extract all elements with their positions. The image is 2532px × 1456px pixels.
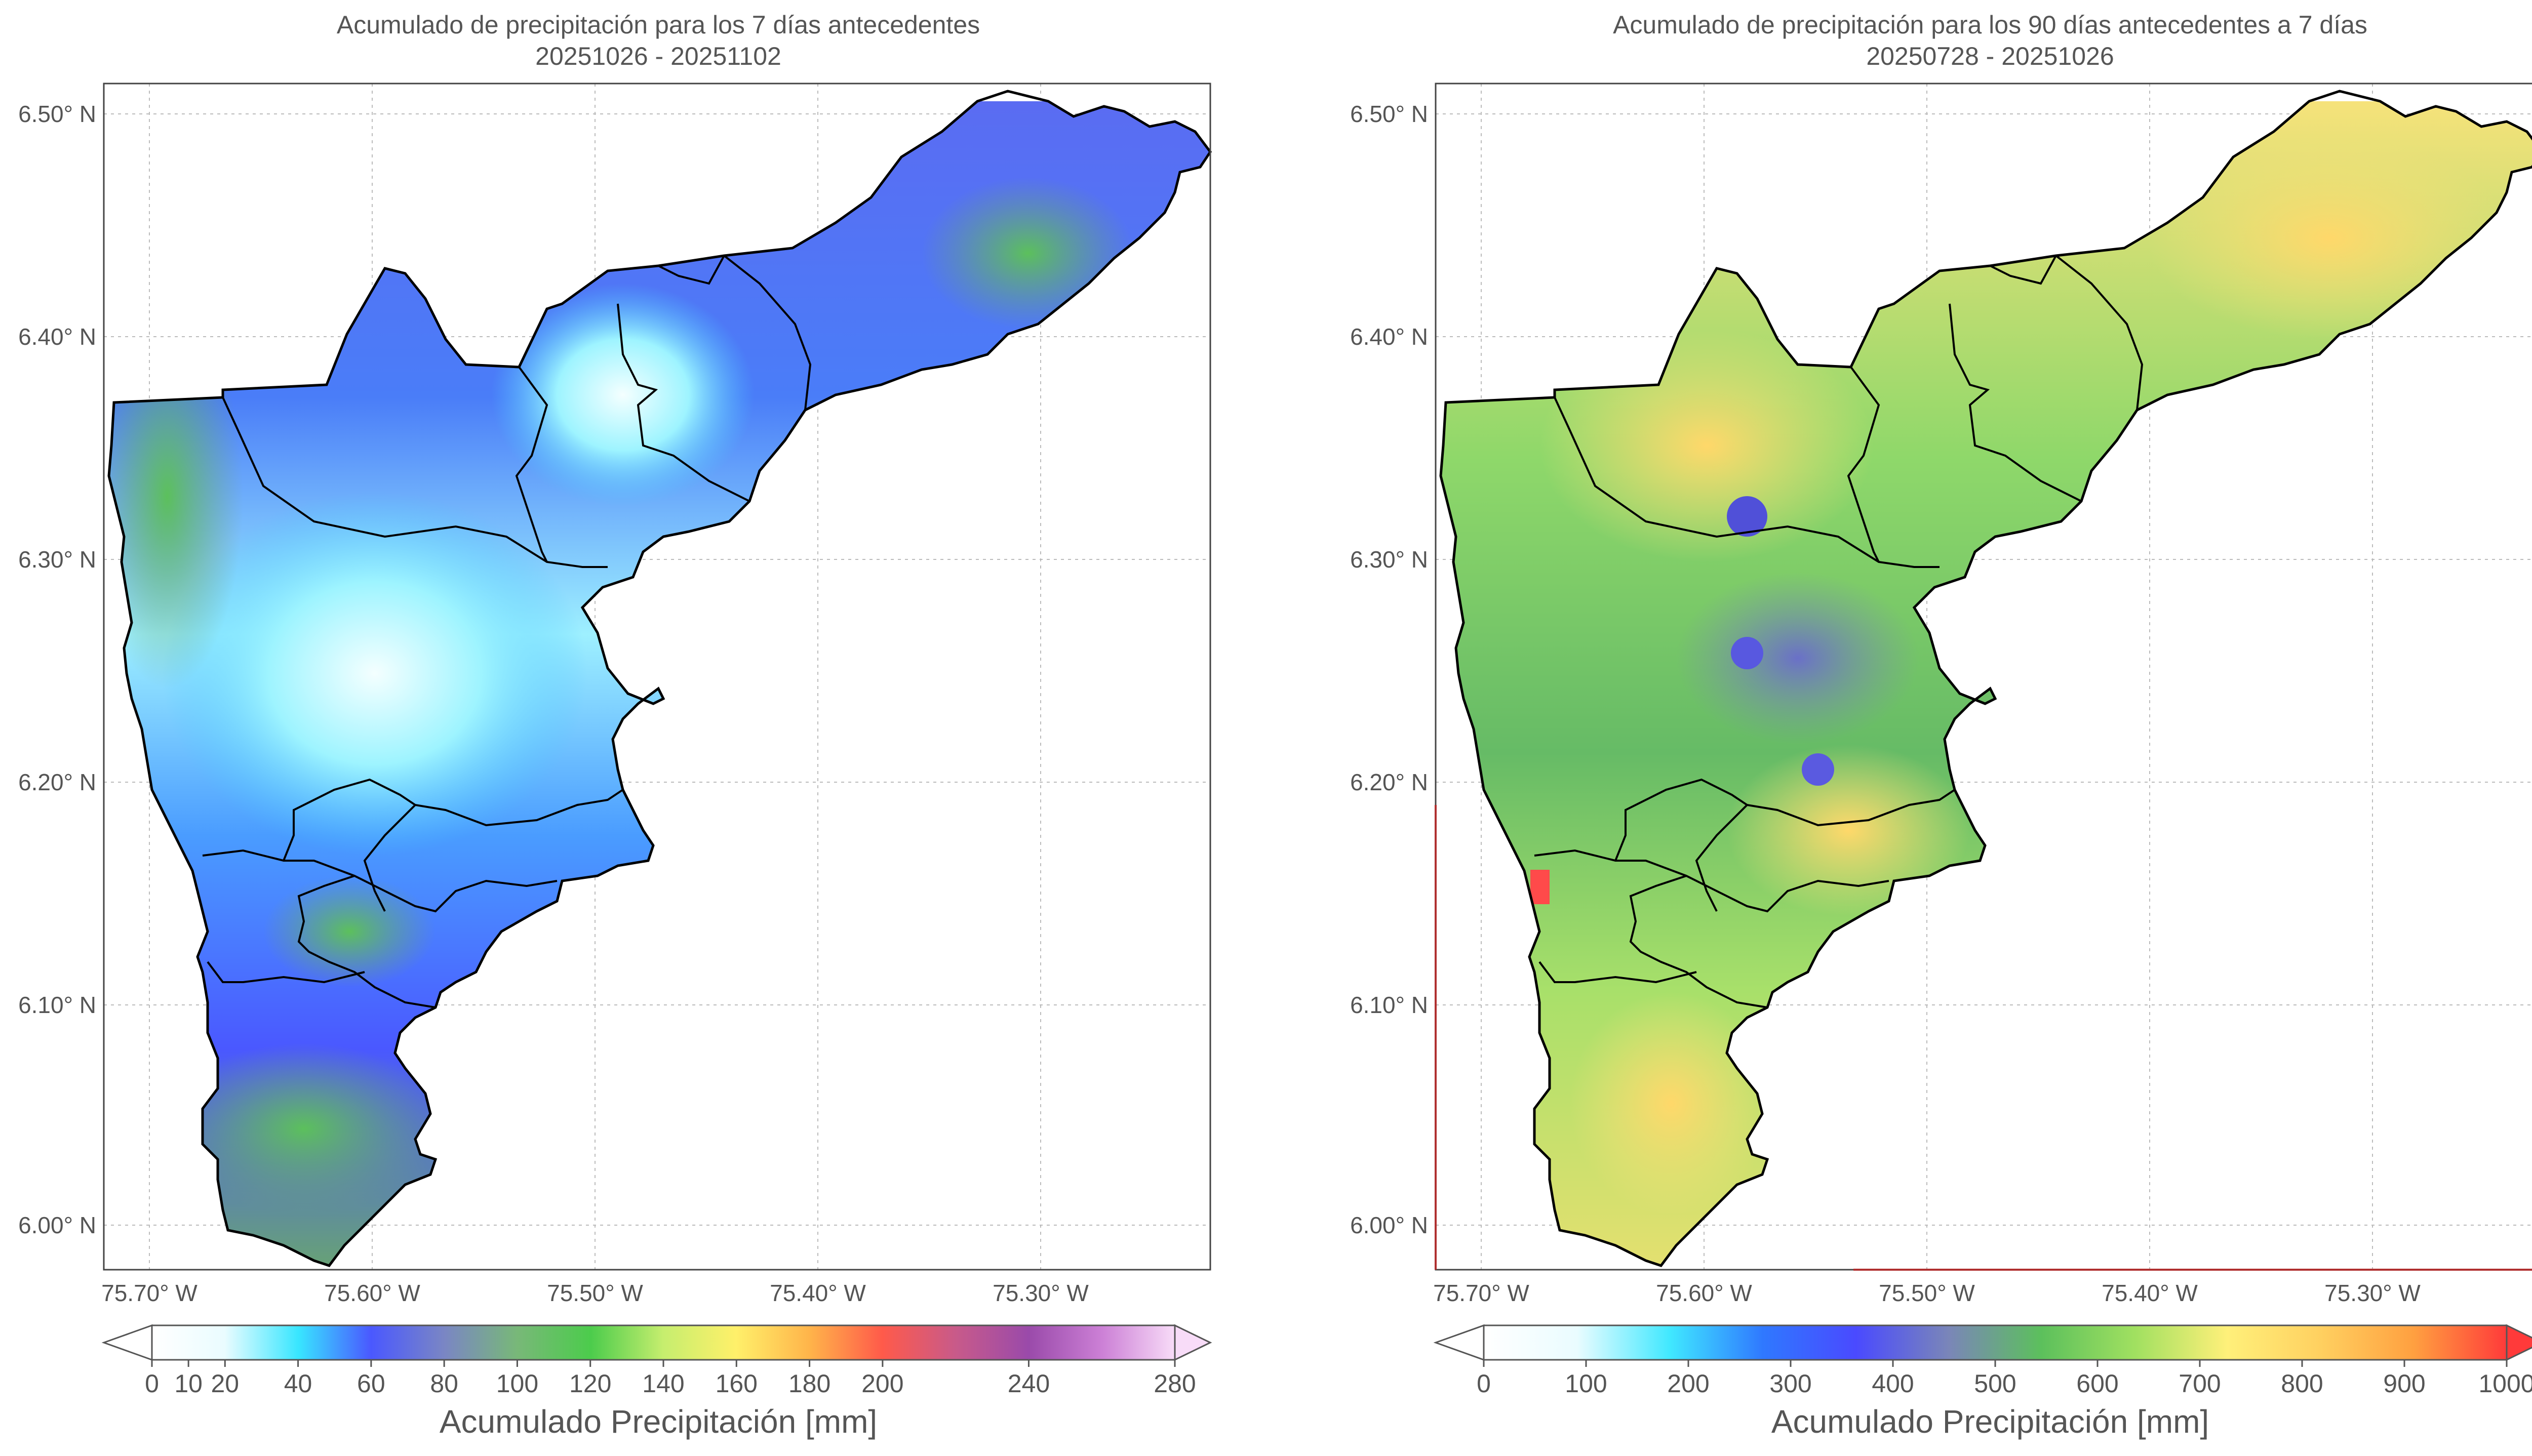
colorbar-tick-label: 400 xyxy=(1872,1369,1914,1398)
panel-title-line1: Acumulado de precipitación para los 90 d… xyxy=(1613,11,2367,39)
colorbar-tick-label: 800 xyxy=(2281,1369,2323,1398)
colorbar-tick-label: 140 xyxy=(642,1369,684,1398)
colorbar-tick-label: 600 xyxy=(2076,1369,2118,1398)
latitude-labels: 6.50° N 6.40° N 6.30° N 6.20° N 6.10° N 6.00°… xyxy=(18,101,96,1238)
colorbar-tick-label: 0 xyxy=(1477,1369,1491,1398)
latitude-label: 6.30° N xyxy=(1350,546,1428,573)
colorbar-tick-label: 200 xyxy=(861,1369,903,1398)
panel-title-line2: 20250728 - 20251026 xyxy=(1866,42,2114,70)
latitude-label: 6.10° N xyxy=(1350,992,1428,1018)
colorbar-tick-label: 20 xyxy=(211,1369,239,1398)
panel-7-days: Acumulado de precipitación para los 7 dí… xyxy=(18,11,1212,1440)
subbasin-line xyxy=(723,255,812,411)
region-boundary xyxy=(107,90,1212,1267)
colorbar-bar xyxy=(151,1324,1176,1361)
subbasin-line xyxy=(1554,397,1940,568)
colorbar-tick-label: 100 xyxy=(496,1369,538,1398)
colorbar-tick-label: 100 xyxy=(1565,1369,1607,1398)
subbasin-line xyxy=(1534,849,1889,913)
longitude-label: 75.50° W xyxy=(1879,1280,1975,1306)
subbasin-line xyxy=(1990,255,2057,285)
subbasin-line xyxy=(515,366,548,562)
colorbar-tick-label: 160 xyxy=(716,1369,758,1398)
latitude-label: 6.50° N xyxy=(18,101,96,127)
panel-90-days: Acumulado de precipitación para los 90 d… xyxy=(1350,11,2532,1440)
longitude-labels: 75.70° W 75.60° W 75.50° W 75.40° W 75.30° W xyxy=(1433,1280,2421,1306)
colorbar-tick-label: 700 xyxy=(2179,1369,2221,1398)
region-boundary xyxy=(1439,90,2532,1267)
colorbar-max-arrow xyxy=(1174,1324,1212,1361)
colorbar-tick-label: 280 xyxy=(1154,1369,1196,1398)
subbasin-line xyxy=(297,875,436,1008)
colorbar-tick-label: 900 xyxy=(2383,1369,2425,1398)
latitude-label: 6.30° N xyxy=(18,546,96,573)
subbasin-line xyxy=(1949,303,2082,502)
colorbar-tick-label: 200 xyxy=(1667,1369,1709,1398)
colorbar-label: Acumulado Precipitación [mm] xyxy=(440,1403,877,1440)
colorbar-min-arrow xyxy=(1433,1324,1485,1361)
longitude-label: 75.60° W xyxy=(1656,1280,1752,1306)
colorbar-tick-label: 0 xyxy=(145,1369,159,1398)
colorbar-tick-label: 1000 xyxy=(2478,1369,2532,1398)
longitude-label: 75.40° W xyxy=(770,1280,866,1306)
colorbar: 0 10 20 40 60 80 100 120 140 160 180 200 240 280 Acum… xyxy=(101,1324,1212,1440)
colorbar-min-arrow xyxy=(101,1324,153,1361)
longitude-label: 75.30° W xyxy=(2324,1280,2421,1306)
latitude-label: 6.20° N xyxy=(18,769,96,795)
colorbar-tick-label: 10 xyxy=(174,1369,203,1398)
colorbar: 0 100 200 300 400 500 600 700 800 900 1000 Acumula… xyxy=(1433,1324,2532,1440)
longitude-label: 75.70° W xyxy=(1433,1280,1529,1306)
map-frame xyxy=(103,83,1211,1271)
subbasin-line xyxy=(1847,366,1880,562)
longitude-labels: 75.70° W 75.60° W 75.50° W 75.40° W 75.30° W xyxy=(101,1280,1089,1306)
subbasin-line xyxy=(2055,255,2144,411)
subbasin-line xyxy=(658,255,725,285)
latitude-label: 6.20° N xyxy=(1350,769,1428,795)
subbasin-line xyxy=(222,397,608,568)
colorbar-label: Acumulado Precipitación [mm] xyxy=(1771,1403,2209,1440)
panel-title-line2: 20251026 - 20251102 xyxy=(535,42,781,70)
subbasin-line xyxy=(207,961,365,984)
latitude-label: 6.00° N xyxy=(18,1212,96,1238)
colorbar-tick-label: 120 xyxy=(569,1369,611,1398)
latitude-label: 6.00° N xyxy=(1350,1212,1428,1238)
subbasin-line xyxy=(1629,875,1768,1008)
panel-title-line1: Acumulado de precipitación para los 7 dí… xyxy=(337,11,980,39)
colorbar-tick-label: 300 xyxy=(1769,1369,1811,1398)
colorbar-tick-label: 500 xyxy=(1974,1369,2016,1398)
colorbar-bar xyxy=(1483,1324,2508,1361)
longitude-label: 75.50° W xyxy=(547,1280,643,1306)
subbasin-boundaries xyxy=(202,255,812,1008)
longitude-label: 75.40° W xyxy=(2102,1280,2198,1306)
longitude-label: 75.30° W xyxy=(993,1280,1089,1306)
colorbar-max-arrow xyxy=(2506,1324,2532,1361)
latitude-label: 6.40° N xyxy=(1350,323,1428,350)
longitude-label: 75.70° W xyxy=(101,1280,197,1306)
colorbar-tick-label: 40 xyxy=(284,1369,312,1398)
subbasin-line xyxy=(202,849,558,913)
latitude-label: 6.50° N xyxy=(1350,101,1428,127)
latitude-label: 6.40° N xyxy=(18,323,96,350)
colorbar-ticks: 0 100 200 300 400 500 600 700 800 900 1000 xyxy=(1477,1360,2532,1398)
subbasin-line xyxy=(1695,804,1748,912)
colorbar-tick-label: 240 xyxy=(1008,1369,1050,1398)
longitude-label: 75.60° W xyxy=(324,1280,420,1306)
latitude-label: 6.10° N xyxy=(18,992,96,1018)
subbasin-boundaries xyxy=(1534,255,2144,1008)
subbasin-line xyxy=(1538,961,1697,984)
subbasin-line xyxy=(363,804,416,912)
precipitation-field xyxy=(109,101,1210,1266)
colorbar-tick-label: 180 xyxy=(788,1369,830,1398)
colorbar-tick-label: 60 xyxy=(357,1369,385,1398)
colorbar-ticks: 0 10 20 40 60 80 100 120 140 160 180 200 240 280 xyxy=(145,1360,1196,1398)
latitude-labels: 6.50° N 6.40° N 6.30° N 6.20° N 6.10° N 6.00°… xyxy=(1350,101,1428,1238)
colorbar-tick-label: 80 xyxy=(430,1369,458,1398)
subbasin-line xyxy=(617,303,750,502)
